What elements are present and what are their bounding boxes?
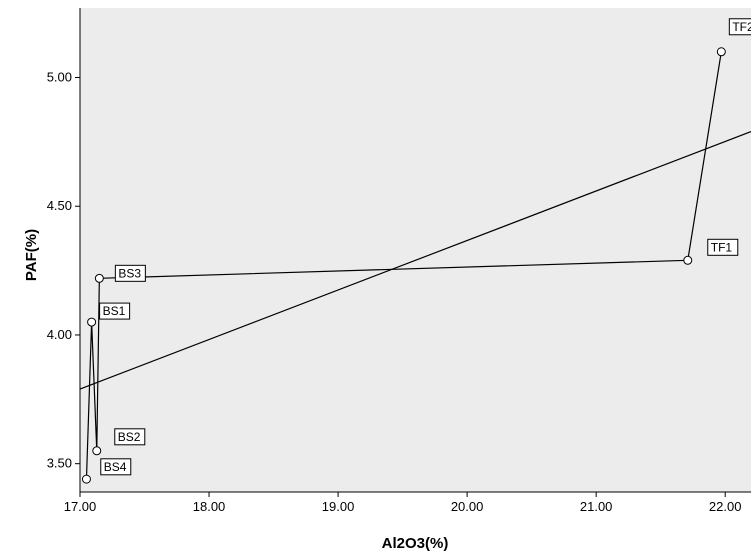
data-label: BS1 bbox=[103, 304, 126, 318]
data-point bbox=[683, 255, 693, 265]
y-tick-label: 3.50 bbox=[47, 456, 72, 471]
label-box bbox=[707, 238, 739, 256]
x-tick-label: 19.00 bbox=[322, 499, 355, 514]
point-label-bs2: BS2 bbox=[114, 428, 146, 446]
data-point bbox=[87, 317, 97, 327]
x-tick-label: 17.00 bbox=[64, 499, 97, 514]
label-box bbox=[99, 302, 131, 320]
data-label: TF2 bbox=[732, 20, 751, 34]
label-box bbox=[114, 428, 146, 446]
point-label-bs4: BS4 bbox=[100, 458, 132, 476]
point-label-bs3: BS3 bbox=[114, 264, 146, 282]
data-point bbox=[716, 47, 726, 57]
data-label: TF1 bbox=[711, 240, 733, 254]
y-tick-label: 5.00 bbox=[47, 70, 72, 85]
y-tick-label: 4.50 bbox=[47, 198, 72, 213]
data-point bbox=[92, 446, 102, 456]
data-point bbox=[81, 474, 91, 484]
y-tick-label: 4.00 bbox=[47, 327, 72, 342]
x-tick-label: 18.00 bbox=[193, 499, 226, 514]
label-box bbox=[100, 458, 132, 476]
data-label: BS2 bbox=[118, 430, 141, 444]
label-box bbox=[728, 18, 751, 36]
x-tick-label: 21.00 bbox=[580, 499, 613, 514]
point-label-bs1: BS1 bbox=[99, 302, 131, 320]
series-line bbox=[85, 51, 722, 480]
point-label-tf1: TF1 bbox=[707, 238, 739, 256]
plot-area bbox=[80, 8, 751, 492]
x-axis-title: Al2O3(%) bbox=[382, 535, 449, 552]
data-label: BS4 bbox=[104, 460, 127, 474]
y-axis-title: PAF(%) bbox=[23, 229, 40, 281]
x-tick-label: 22.00 bbox=[709, 499, 742, 514]
data-label: BS3 bbox=[118, 266, 141, 280]
point-label-tf2: TF2 bbox=[728, 18, 751, 36]
data-point bbox=[94, 273, 104, 283]
fit-line bbox=[79, 131, 751, 390]
x-tick-label: 20.00 bbox=[451, 499, 484, 514]
label-box bbox=[114, 264, 146, 282]
